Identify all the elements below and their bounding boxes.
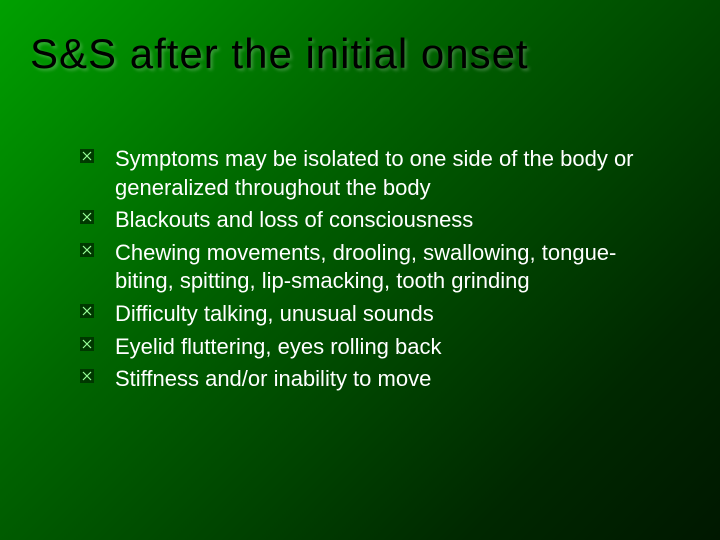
list-item: Blackouts and loss of consciousness	[80, 206, 670, 235]
list-item-text: Difficulty talking, unusual sounds	[115, 300, 670, 329]
x-bullet-icon	[80, 149, 94, 163]
list-item: Symptoms may be isolated to one side of …	[80, 145, 670, 202]
x-bullet-icon	[80, 304, 94, 318]
slide: S&S after the initial onset Symptoms may…	[0, 0, 720, 540]
x-bullet-icon	[80, 210, 94, 224]
list-item-text: Symptoms may be isolated to one side of …	[115, 145, 670, 202]
list-item: Stiffness and/or inability to move	[80, 365, 670, 394]
bullet-list: Symptoms may be isolated to one side of …	[80, 145, 670, 398]
slide-title: S&S after the initial onset	[30, 30, 690, 78]
list-item-text: Eyelid fluttering, eyes rolling back	[115, 333, 670, 362]
list-item-text: Blackouts and loss of consciousness	[115, 206, 670, 235]
list-item: Eyelid fluttering, eyes rolling back	[80, 333, 670, 362]
x-bullet-icon	[80, 337, 94, 351]
list-item-text: Chewing movements, drooling, swallowing,…	[115, 239, 670, 296]
list-item: Difficulty talking, unusual sounds	[80, 300, 670, 329]
list-item-text: Stiffness and/or inability to move	[115, 365, 670, 394]
x-bullet-icon	[80, 369, 94, 383]
x-bullet-icon	[80, 243, 94, 257]
list-item: Chewing movements, drooling, swallowing,…	[80, 239, 670, 296]
